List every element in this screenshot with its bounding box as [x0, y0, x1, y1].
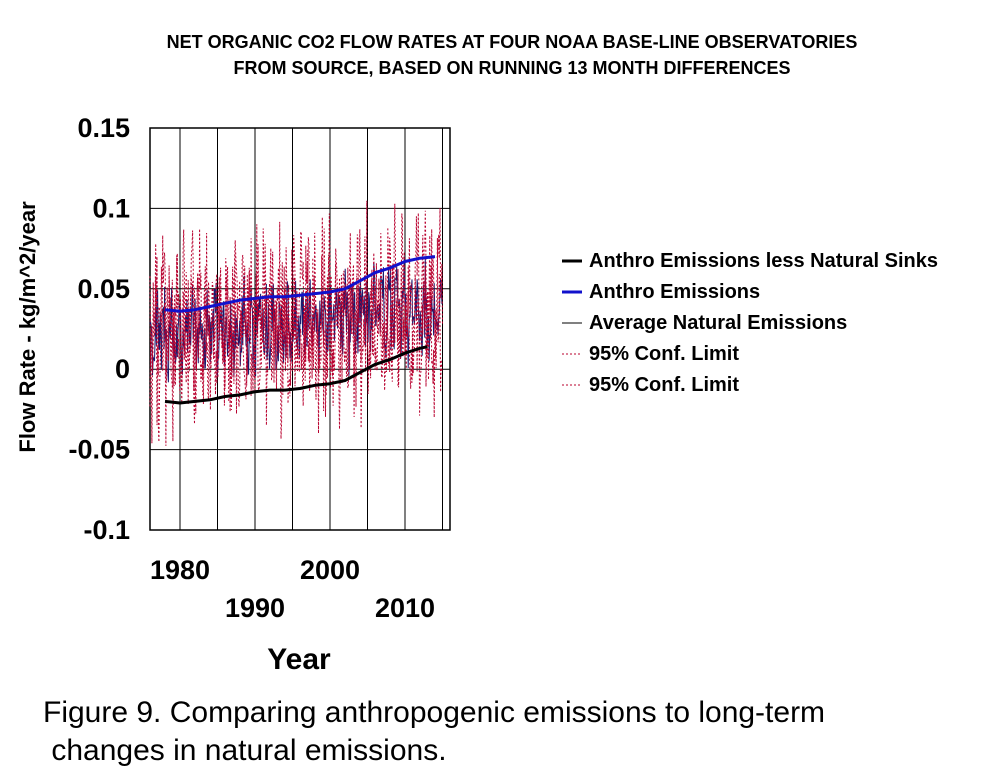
x-tick-label: 1980	[150, 555, 210, 585]
y-tick-label: -0.1	[83, 515, 130, 545]
plot-area	[149, 127, 451, 531]
noise-series	[149, 200, 443, 446]
x-tick-label: 1990	[225, 593, 285, 623]
y-tick-label: 0.05	[77, 274, 130, 304]
legend-label: Anthro Emissions less Natural Sinks	[589, 250, 938, 272]
legend-label: Anthro Emissions	[589, 281, 760, 303]
figure-caption-line-2: changes in natural emissions.	[43, 734, 447, 767]
y-tick-label: 0.1	[92, 193, 130, 223]
y-tick-label: 0.15	[77, 113, 130, 143]
x-axis-title: Year	[267, 643, 331, 676]
anthro-emissions-line	[164, 255, 436, 313]
y-axis-title: Flow Rate - kg/m^2/year	[15, 201, 40, 453]
y-tick-label: 0	[115, 354, 130, 384]
x-tick-label: 2000	[300, 555, 360, 585]
legend-label: Average Natural Emissions	[589, 312, 847, 334]
legend-label: 95% Conf. Limit	[589, 343, 739, 365]
chart-title-line-1: NET ORGANIC CO2 FLOW RATES AT FOUR NOAA …	[167, 32, 858, 52]
y-tick-labels: -0.1 -0.05 0 0.05 0.1 0.15	[68, 113, 130, 545]
trend-series	[164, 255, 436, 405]
anthro-less-sinks-line	[164, 345, 428, 405]
legend-label: 95% Conf. Limit	[589, 374, 739, 396]
figure-caption-line-1: Figure 9. Comparing anthropogenic emissi…	[43, 696, 825, 729]
x-tick-labels: 1980 2000 1990 2010	[150, 555, 435, 623]
conf-limit-line	[149, 237, 443, 446]
x-tick-label: 2010	[375, 593, 435, 623]
legend: Anthro Emissions less Natural Sinks Anthr…	[562, 250, 938, 396]
chart-title-line-2: FROM SOURCE, BASED ON RUNNING 13 MONTH D…	[233, 58, 790, 78]
y-tick-label: -0.05	[68, 435, 130, 465]
